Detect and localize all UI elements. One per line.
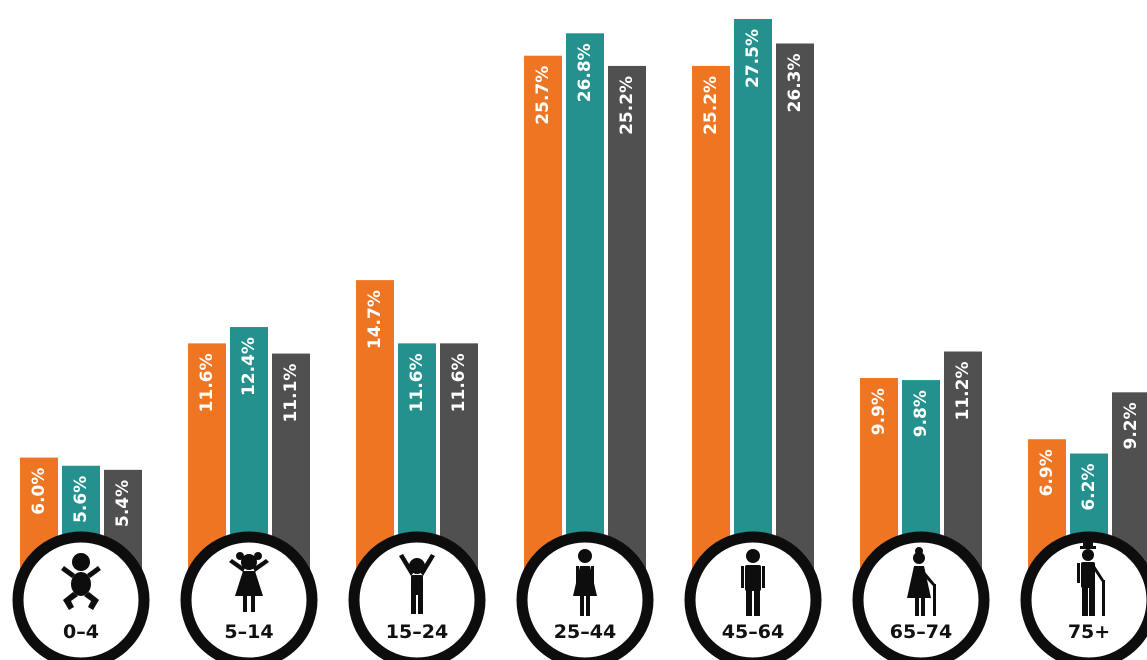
bar-value-label-1-1: 12.4% (239, 337, 259, 396)
bar-value-label-6-2: 9.2% (1121, 402, 1141, 449)
badge-circle (180, 531, 318, 660)
bar-value-label-6-1: 6.2% (1079, 464, 1099, 511)
bars-layer: 6.0% 5.6% 5.4% 11.6% 12.4% 11.1% 14.7% 11.6% 11.… (20, 19, 1147, 581)
badge-circle (516, 531, 654, 660)
elderly-woman-cane-icon (907, 547, 936, 616)
age-range-label: 5–14 (224, 621, 273, 643)
age-range-label: 75+ (1068, 621, 1110, 643)
girl-icon (229, 552, 269, 612)
age-range-label: 0–4 (63, 621, 99, 643)
badge-circle (684, 531, 822, 660)
bar-value-label-1-2: 11.1% (281, 364, 301, 423)
bar-value-label-3-1: 26.8% (575, 43, 595, 102)
bar-4-1 (734, 19, 772, 580)
bar-value-label-2-0: 14.7% (365, 290, 385, 349)
bar-3-1 (566, 33, 604, 580)
bar-value-label-5-0: 9.9% (869, 388, 889, 435)
bar-value-label-3-2: 25.2% (617, 76, 637, 135)
bar-value-label-6-0: 6.9% (1037, 449, 1057, 496)
bar-3-0 (524, 55, 562, 581)
badge-circle (348, 531, 486, 660)
bar-value-label-5-1: 9.8% (911, 390, 931, 437)
age-badge-3: 25–44 (516, 531, 654, 660)
bar-value-label-0-1: 5.6% (71, 476, 91, 523)
elderly-man-hat-cane-icon (1077, 540, 1105, 616)
bar-3-2 (608, 65, 646, 581)
man-icon (741, 549, 765, 616)
bar-value-label-5-2: 11.2% (953, 362, 973, 421)
bar-value-label-4-0: 25.2% (701, 76, 721, 135)
age-range-label: 25–44 (554, 621, 616, 643)
bar-value-label-4-1: 27.5% (743, 29, 763, 88)
bar-value-label-0-2: 5.4% (113, 480, 133, 527)
age-badge-6: 75+ (1020, 531, 1147, 660)
badges-layer: 0–4 5–14 15–24 25–44 45–64 65–74 75+ (12, 531, 1147, 660)
bar-value-label-2-2: 11.6% (449, 353, 469, 412)
age-range-label: 15–24 (386, 621, 448, 643)
baby-icon (61, 553, 101, 610)
bar-value-label-1-0: 11.6% (197, 353, 217, 412)
bar-group-4: 25.2% 27.5% 26.3% (692, 19, 814, 581)
youth-arms-raised-icon (399, 554, 435, 614)
woman-icon (573, 549, 597, 616)
age-badge-2: 15–24 (348, 531, 486, 660)
age-badge-1: 5–14 (180, 531, 318, 660)
bar-value-label-0-0: 6.0% (29, 468, 49, 515)
bar-4-2 (776, 43, 814, 581)
age-range-label: 45–64 (722, 621, 784, 643)
age-range-label: 65–74 (890, 621, 952, 643)
age-badge-5: 65–74 (852, 531, 990, 660)
bar-2-0 (356, 280, 394, 580)
age-badge-4: 45–64 (684, 531, 822, 660)
bar-group-3: 25.7% 26.8% 25.2% (524, 33, 646, 581)
bar-4-0 (692, 65, 730, 581)
age-badge-0: 0–4 (12, 531, 150, 660)
bar-value-label-2-1: 11.6% (407, 353, 427, 412)
bar-value-label-3-0: 25.7% (533, 66, 553, 125)
badge-circle (12, 531, 150, 660)
bar-value-label-4-2: 26.3% (785, 53, 805, 112)
